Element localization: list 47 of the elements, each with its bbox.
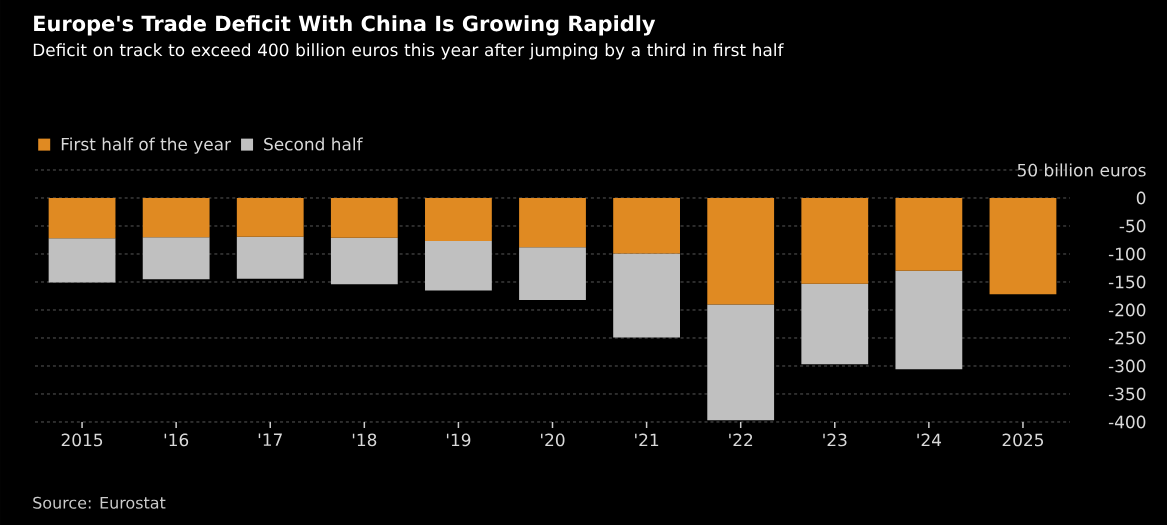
bar bbox=[236, 197, 304, 237]
bar bbox=[425, 241, 492, 291]
y-tick-label: -250 bbox=[1108, 331, 1146, 345]
bar bbox=[989, 197, 1057, 295]
y-tick-label: 50 billion euros bbox=[1017, 163, 1146, 177]
y-tick-label: -100 bbox=[1108, 247, 1146, 261]
y-tick-label: -300 bbox=[1108, 359, 1146, 373]
bar bbox=[330, 237, 398, 285]
chart-title: Europe's Trade Deficit With China Is Growing Rapidly bbox=[34, 15, 656, 36]
bar bbox=[707, 197, 775, 305]
bar bbox=[425, 197, 492, 242]
bar bbox=[801, 283, 869, 365]
bar bbox=[707, 304, 775, 421]
bar bbox=[48, 238, 116, 283]
x-tick-label: '22 bbox=[729, 433, 753, 447]
y-tick-label: -400 bbox=[1108, 415, 1146, 429]
legend-label: Second half bbox=[264, 137, 363, 151]
source-note: Source: Eurostat bbox=[33, 496, 166, 509]
bar bbox=[895, 270, 963, 370]
y-tick-label: -350 bbox=[1108, 387, 1146, 401]
bar bbox=[330, 197, 398, 238]
x-tick-label: 2015 bbox=[61, 433, 103, 447]
bar bbox=[895, 197, 963, 271]
y-tick-label: -50 bbox=[1119, 219, 1146, 233]
x-tick-label: '16 bbox=[164, 433, 189, 447]
bar bbox=[519, 197, 586, 248]
x-tick-label: '17 bbox=[258, 433, 282, 446]
bar bbox=[142, 237, 210, 280]
x-tick-label: '23 bbox=[823, 433, 847, 447]
bar bbox=[801, 197, 869, 284]
x-tick-label: '19 bbox=[446, 433, 471, 447]
y-tick-label: -150 bbox=[1108, 275, 1146, 289]
y-tick-label: 0 bbox=[1136, 191, 1146, 205]
y-tick-label: -200 bbox=[1108, 303, 1146, 317]
bar bbox=[48, 197, 116, 239]
x-tick-label: 2025 bbox=[1002, 433, 1044, 447]
x-tick-label: '18 bbox=[352, 433, 377, 447]
bar bbox=[613, 253, 680, 338]
bar bbox=[613, 197, 680, 254]
bar bbox=[142, 197, 210, 238]
x-tick-label: '24 bbox=[917, 433, 942, 447]
x-tick-label: '20 bbox=[541, 433, 565, 447]
bar bbox=[519, 247, 586, 300]
legend-label: First half of the year bbox=[61, 137, 232, 154]
chart-subtitle: Deficit on track to exceed 400 billion euros this year after jumping by a third in first half bbox=[33, 43, 784, 60]
bar bbox=[236, 236, 304, 279]
x-tick-label: '21 bbox=[635, 433, 659, 447]
